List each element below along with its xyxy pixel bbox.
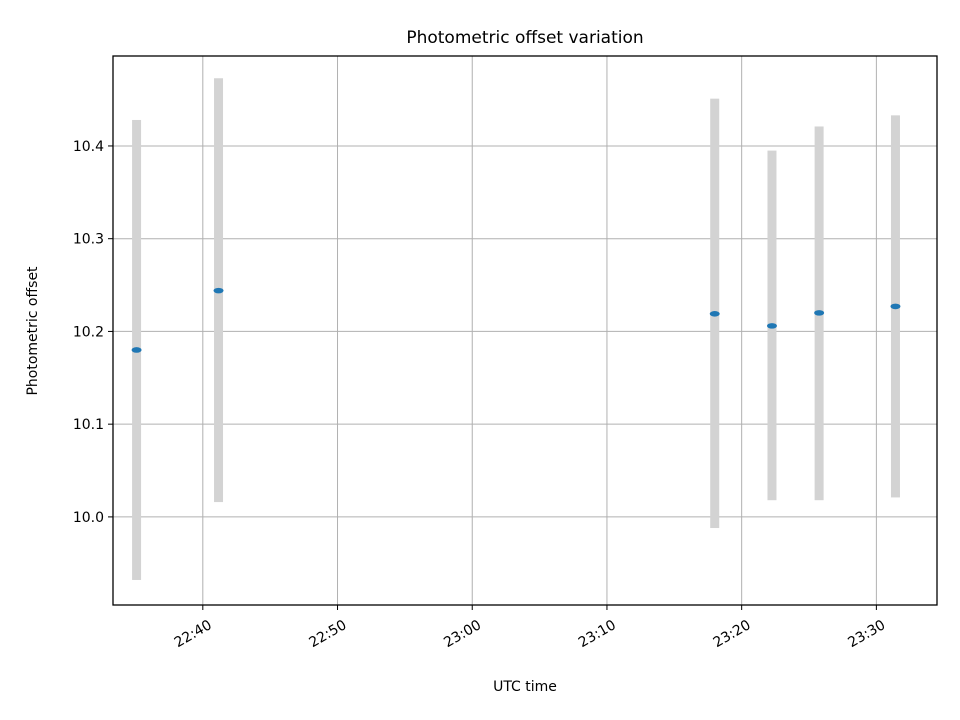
data-point (131, 347, 142, 353)
y-tick-label: 10.4 (73, 139, 104, 155)
data-point (709, 311, 720, 317)
data-point (213, 287, 224, 294)
y-tick-label: 10.2 (73, 324, 104, 340)
data-point (814, 310, 825, 316)
y-axis-label: Photometric offset (25, 266, 41, 396)
plot-frame (112, 55, 938, 606)
y-tick-label: 10.3 (73, 232, 104, 248)
x-axis-label: UTC time (493, 679, 557, 695)
grid (113, 56, 937, 605)
data-point (890, 303, 901, 310)
data-point (766, 323, 777, 329)
chart-title: Photometric offset variation (406, 28, 643, 48)
data-points (131, 287, 901, 353)
y-tick-label: 10.0 (73, 510, 104, 526)
y-tick-label: 10.1 (73, 417, 104, 433)
